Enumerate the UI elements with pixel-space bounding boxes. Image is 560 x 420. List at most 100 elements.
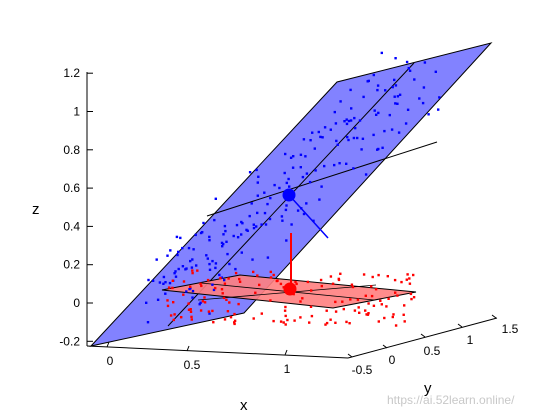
blue-data-point [257, 175, 260, 178]
blue-data-point [198, 303, 201, 306]
y-axis-ticks: -0.5 0 0.5 1 1.5 [347, 314, 519, 377]
blue-data-point [284, 152, 287, 156]
red-data-point [252, 317, 255, 320]
red-data-point [225, 298, 228, 301]
red-data-point [370, 294, 374, 298]
blue-data-point [179, 236, 182, 240]
blue-data-point [266, 202, 269, 206]
red-data-point [180, 316, 183, 319]
red-data-point [329, 318, 332, 321]
red-data-point [299, 316, 302, 319]
blue-data-point [376, 88, 379, 92]
blue-data-point [252, 223, 255, 226]
blue-data-point [437, 108, 440, 111]
red-data-point [284, 314, 287, 318]
blue-data-point [240, 233, 243, 236]
red-data-point [189, 285, 192, 288]
blue-data-point [169, 249, 172, 252]
blue-normal-vector [288, 194, 329, 239]
blue-data-point [290, 223, 293, 226]
red-data-point [325, 321, 329, 325]
blue-data-point [266, 256, 270, 259]
blue-data-point [256, 194, 259, 197]
red-data-point [191, 269, 194, 272]
z-tick-label: 0 [73, 296, 80, 310]
blue-data-point [191, 258, 194, 261]
red-data-point [309, 305, 313, 308]
blue-data-point [208, 268, 212, 271]
blue-data-point [394, 102, 397, 105]
blue-data-point [208, 235, 211, 239]
red-data-point [319, 278, 323, 282]
red-data-point [272, 273, 275, 277]
blue-data-point [192, 248, 195, 251]
blue-data-point [312, 219, 315, 222]
blue-data-point [427, 113, 430, 116]
blue-data-point [223, 224, 227, 228]
z-tick-label: 0.2 [63, 258, 80, 272]
red-data-point [339, 272, 342, 275]
blue-data-point [181, 246, 184, 250]
y-tick-mark [420, 333, 426, 338]
blue-data-point [373, 109, 376, 112]
blue-data-point [423, 61, 427, 64]
blue-data-point [396, 95, 400, 98]
x-axis-ticks: 0 0.5 1 [106, 341, 291, 376]
blue-data-point [147, 278, 150, 282]
red-data-point [201, 300, 205, 303]
red-data-point [191, 271, 194, 275]
blue-data-point [221, 245, 224, 248]
red-data-point [400, 280, 403, 284]
blue-data-point [174, 270, 177, 273]
red-data-point [222, 296, 226, 300]
red-data-point [295, 282, 298, 286]
blue-data-point [164, 281, 167, 284]
blue-data-point [273, 183, 276, 187]
z-tick-label: 1 [73, 105, 80, 119]
blue-data-point [283, 171, 286, 175]
red-data-point [294, 280, 297, 284]
blue-data-point [323, 126, 327, 129]
red-data-point [275, 279, 278, 283]
blue-data-point [214, 266, 217, 270]
blue-data-point [248, 214, 251, 218]
red-data-point [284, 305, 287, 309]
blue-data-point [213, 218, 216, 222]
red-data-point [412, 296, 416, 299]
red-data-point [189, 308, 192, 311]
red-data-point [199, 309, 203, 312]
red-data-point [329, 275, 333, 278]
blue-data-point [255, 168, 258, 172]
red-data-point [172, 318, 175, 322]
red-data-point [409, 292, 413, 296]
blue-data-point [187, 246, 191, 250]
red-data-point [182, 280, 186, 283]
blue-data-point [349, 119, 353, 122]
z-axis-label: z [32, 201, 40, 218]
blue-data-point [287, 177, 290, 181]
blue-data-point [377, 147, 380, 151]
blue-data-point [352, 136, 356, 140]
blue-data-point [308, 180, 312, 184]
blue-data-point [361, 137, 365, 140]
red-data-point [203, 301, 207, 304]
blue-data-point [329, 128, 332, 131]
red-data-point [203, 296, 206, 299]
red-data-point [166, 304, 170, 308]
blue-data-point [245, 228, 248, 232]
blue-data-point [256, 181, 259, 184]
blue-data-point [384, 89, 387, 92]
red-data-point [190, 315, 193, 319]
red-data-point [167, 286, 171, 289]
blue-data-point [225, 240, 228, 243]
blue-data-point [177, 267, 180, 271]
red-data-point [196, 269, 199, 272]
red-data-point [189, 310, 193, 313]
red-data-point [372, 304, 376, 307]
red-data-point [412, 273, 415, 277]
blue-data-point [394, 84, 398, 87]
red-data-point [227, 277, 230, 280]
y-tick-mark [457, 323, 463, 328]
blue-data-point [350, 107, 353, 110]
blue-data-point [175, 235, 179, 239]
